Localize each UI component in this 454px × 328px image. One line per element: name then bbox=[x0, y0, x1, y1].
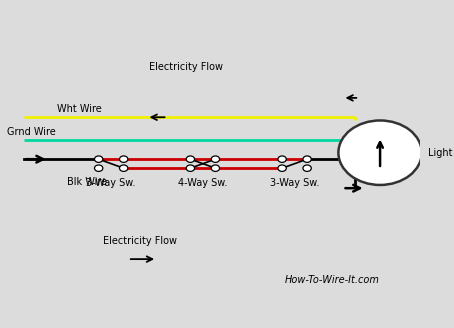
Text: How-To-Wire-It.com: How-To-Wire-It.com bbox=[285, 275, 380, 285]
Circle shape bbox=[94, 165, 103, 172]
Text: Blk Wire: Blk Wire bbox=[67, 177, 108, 187]
Circle shape bbox=[303, 165, 311, 172]
Circle shape bbox=[119, 156, 128, 162]
Circle shape bbox=[278, 165, 286, 172]
Text: Electricity Flow: Electricity Flow bbox=[104, 236, 178, 246]
Circle shape bbox=[186, 156, 195, 162]
Text: 3-Way Sw.: 3-Way Sw. bbox=[270, 178, 319, 188]
Circle shape bbox=[211, 165, 220, 172]
Circle shape bbox=[119, 165, 128, 172]
Text: Grnd Wire: Grnd Wire bbox=[7, 127, 56, 136]
Text: Light: Light bbox=[428, 148, 453, 158]
Circle shape bbox=[303, 156, 311, 162]
Text: Electricity Flow: Electricity Flow bbox=[149, 62, 223, 72]
Circle shape bbox=[278, 156, 286, 162]
Circle shape bbox=[186, 165, 195, 172]
Text: 4-Way Sw.: 4-Way Sw. bbox=[178, 178, 227, 188]
Text: 3-Way Sw.: 3-Way Sw. bbox=[86, 178, 136, 188]
Text: Wht Wire: Wht Wire bbox=[57, 104, 102, 114]
Circle shape bbox=[338, 120, 422, 185]
Circle shape bbox=[94, 156, 103, 162]
Circle shape bbox=[211, 156, 220, 162]
